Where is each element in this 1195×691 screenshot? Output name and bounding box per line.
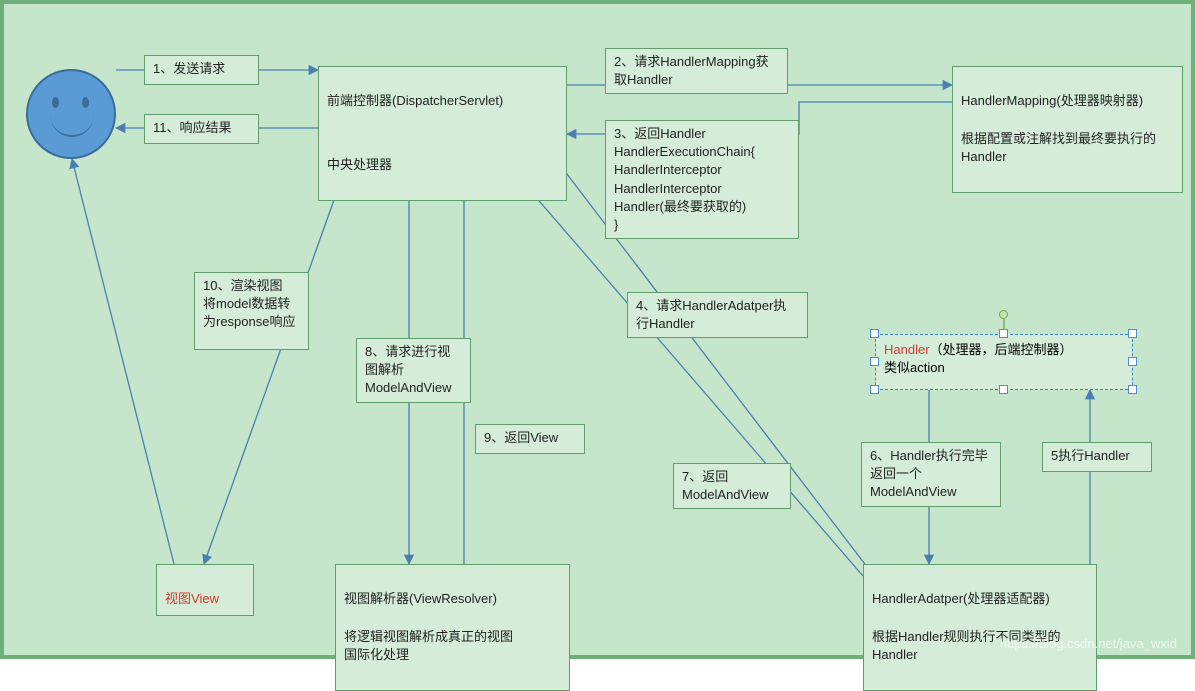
- step-10-label: 10、渲染视图 将model数据转为response响应: [194, 272, 309, 350]
- selection-handle[interactable]: [870, 357, 879, 366]
- view-label-prefix: 视图: [165, 591, 191, 606]
- node-desc: 将逻辑视图解析成真正的视图 国际化处理: [344, 628, 561, 666]
- step-8-label: 8、请求进行视图解析ModelAndView: [356, 338, 471, 403]
- handler-label-rest: （处理器，后端控制器）: [930, 342, 1073, 357]
- handler-label-line2: 类似action: [884, 359, 1124, 377]
- node-title: HandlerAdatper(处理器适配器): [872, 590, 1088, 609]
- step-11-label: 11、响应结果: [144, 114, 259, 144]
- user-icon: [26, 69, 116, 159]
- handler-mapping-node: HandlerMapping(处理器映射器) 根据配置或注解找到最终要执行的Ha…: [952, 66, 1183, 193]
- selection-handle[interactable]: [870, 385, 879, 394]
- selection-handle[interactable]: [1128, 357, 1137, 366]
- handler-adapter-node: HandlerAdatper(处理器适配器) 根据Handler规则执行不同类型…: [863, 564, 1097, 691]
- selection-handle[interactable]: [1128, 385, 1137, 394]
- node-title: 视图解析器(ViewResolver): [344, 590, 561, 609]
- watermark-text: https://blog.csdn.net/java_wxid: [1000, 636, 1177, 651]
- dispatcher-servlet-node: 前端控制器(DispatcherServlet) 中央处理器: [318, 66, 567, 201]
- view-resolver-node: 视图解析器(ViewResolver) 将逻辑视图解析成真正的视图 国际化处理: [335, 564, 570, 691]
- node-desc: 根据配置或注解找到最终要执行的Handler: [961, 130, 1174, 168]
- selection-handle[interactable]: [1128, 329, 1137, 338]
- selection-handle[interactable]: [999, 385, 1008, 394]
- selection-handle[interactable]: [870, 329, 879, 338]
- step-6-label: 6、Handler执行完毕返回一个ModelAndView: [861, 442, 1001, 507]
- step-9-label: 9、返回View: [475, 424, 585, 454]
- view-node: 视图View: [156, 564, 254, 616]
- step-7-label: 7、返回 ModelAndView: [673, 463, 791, 509]
- step-2-label: 2、请求HandlerMapping获取Handler: [605, 48, 788, 94]
- node-subtitle: 中央处理器: [327, 156, 558, 175]
- edge-e10b: [72, 159, 174, 564]
- edge-e10a: [204, 144, 354, 564]
- selection-handle[interactable]: [999, 329, 1008, 338]
- handler-node-selected[interactable]: Handler（处理器，后端控制器） 类似action: [875, 334, 1133, 390]
- diagram-canvas: 前端控制器(DispatcherServlet) 中央处理器 HandlerMa…: [0, 0, 1195, 659]
- node-title: HandlerMapping(处理器映射器): [961, 92, 1174, 111]
- step-1-label: 1、发送请求: [144, 55, 259, 85]
- node-title: 前端控制器(DispatcherServlet): [327, 92, 558, 111]
- view-label-suffix: View: [191, 591, 219, 606]
- rotate-handle[interactable]: [999, 310, 1008, 319]
- step-4-label: 4、请求HandlerAdatper执行Handler: [627, 292, 808, 338]
- handler-label-prefix: Handler: [884, 342, 930, 357]
- step-3-label: 3、返回Handler HandlerExecutionChain{ Handl…: [605, 120, 799, 239]
- step-5-label: 5执行Handler: [1042, 442, 1152, 472]
